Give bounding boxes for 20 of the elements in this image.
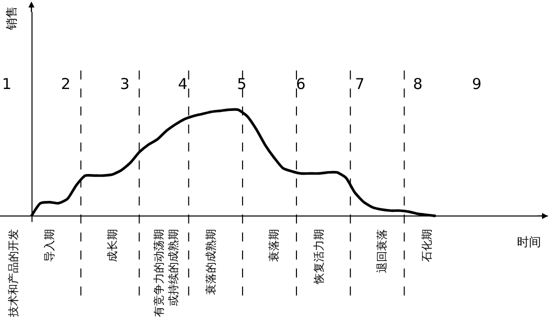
x-tick-label: 有竞争力的动荡期或持续的成熟期 — [152, 229, 180, 318]
x-tick-label: 退回衰落 — [375, 229, 388, 274]
text: 6 — [296, 75, 306, 93]
text: 1 — [2, 75, 12, 93]
text: 销售 — [4, 6, 19, 31]
x-tick-label: 衰落期 — [268, 229, 281, 262]
x-axis-title: 时间 — [517, 235, 541, 249]
text: 3 — [120, 75, 130, 93]
x-tick-label: 石化期 — [420, 229, 434, 262]
text: 5 — [237, 75, 247, 93]
x-tick-label: 衰落的成熟期 — [204, 229, 218, 296]
text: 8 — [413, 75, 423, 93]
x-tick-label: 成长期 — [106, 229, 119, 262]
x-tick-label: 导入期 — [42, 229, 56, 262]
x-tick-label: 技术和产品的开发 — [7, 229, 20, 318]
text: 4 — [178, 75, 188, 93]
text: 2 — [61, 75, 71, 93]
text: 7 — [355, 75, 365, 93]
x-tick-label: 恢复活力期 — [312, 229, 326, 286]
text: 9 — [472, 75, 482, 93]
